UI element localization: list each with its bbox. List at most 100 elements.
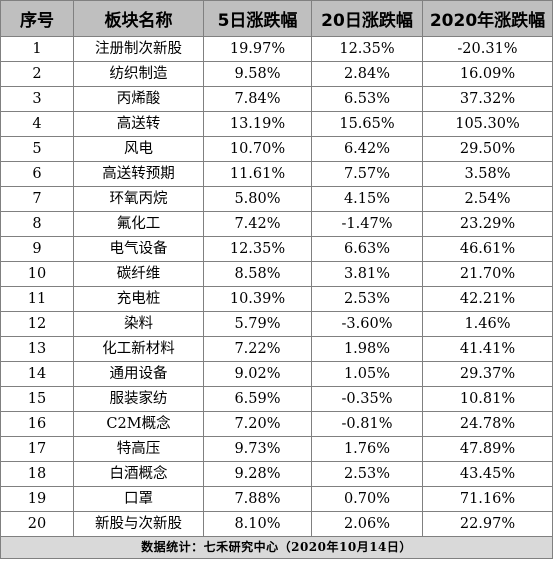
change-20day-cell: 7.57%: [311, 161, 423, 187]
change-20day-cell: 3.81%: [311, 261, 423, 287]
source-note: 数据统计：七禾研究中心（2020年10月14日）: [0, 536, 553, 559]
change-2020-cell: 10.81%: [422, 386, 553, 412]
sector-name-cell: 新股与次新股: [73, 511, 204, 537]
change-5day-cell: 12.35%: [203, 236, 312, 262]
change-5day-cell: 7.42%: [203, 211, 312, 237]
row-index-cell: 19: [0, 486, 74, 512]
change-20day-cell: 6.42%: [311, 136, 423, 162]
sector-name-cell: 氟化工: [73, 211, 204, 237]
change-20day-cell: 15.65%: [311, 111, 423, 137]
sector-name-cell: 白酒概念: [73, 461, 204, 487]
change-5day-cell: 7.22%: [203, 336, 312, 362]
table-body: 1 注册制次新股 19.97% 12.35% -20.31% 2 纺织制造 9.58% 2.84…: [0, 36, 553, 537]
row-index-cell: 16: [0, 411, 74, 437]
change-5day-cell: 5.80%: [203, 186, 312, 212]
sector-name-cell: 化工新材料: [73, 336, 204, 362]
sector-name-cell: 电气设备: [73, 236, 204, 262]
row-index-cell: 14: [0, 361, 74, 387]
table-row: 4 高送转 13.19% 15.65% 105.30%: [0, 111, 553, 137]
change-20day-cell: 2.84%: [311, 61, 423, 87]
table-row: 16 C2M概念 7.20% -0.81% 24.78%: [0, 411, 553, 437]
table-row: 14 通用设备 9.02% 1.05% 29.37%: [0, 361, 553, 387]
change-5day-cell: 8.58%: [203, 261, 312, 287]
change-5day-cell: 10.70%: [203, 136, 312, 162]
row-index-cell: 18: [0, 461, 74, 487]
change-2020-cell: 43.45%: [422, 461, 553, 487]
row-index-cell: 5: [0, 136, 74, 162]
change-2020-cell: 3.58%: [422, 161, 553, 187]
row-index-cell: 17: [0, 436, 74, 462]
table-row: 6 高送转预期 11.61% 7.57% 3.58%: [0, 161, 553, 187]
change-20day-cell: 2.53%: [311, 461, 423, 487]
sector-name-cell: 染料: [73, 311, 204, 337]
change-5day-cell: 7.88%: [203, 486, 312, 512]
change-5day-cell: 8.10%: [203, 511, 312, 537]
header-row: 序号 板块名称 5日涨跌幅 20日涨跌幅 2020年涨跌幅: [0, 0, 553, 37]
change-2020-cell: 71.16%: [422, 486, 553, 512]
sector-name-cell: 高送转: [73, 111, 204, 137]
change-20day-cell: -0.35%: [311, 386, 423, 412]
row-index-cell: 1: [0, 36, 74, 62]
table-row: 13 化工新材料 7.22% 1.98% 41.41%: [0, 336, 553, 362]
change-20day-cell: 4.15%: [311, 186, 423, 212]
sector-name-cell: 纺织制造: [73, 61, 204, 87]
change-2020-cell: 21.70%: [422, 261, 553, 287]
change-20day-cell: 6.63%: [311, 236, 423, 262]
sector-name-cell: 通用设备: [73, 361, 204, 387]
table-row: 8 氟化工 7.42% -1.47% 23.29%: [0, 211, 553, 237]
sector-name-cell: 环氧丙烷: [73, 186, 204, 212]
sector-name-cell: 碳纤维: [73, 261, 204, 287]
change-20day-cell: 1.76%: [311, 436, 423, 462]
change-5day-cell: 6.59%: [203, 386, 312, 412]
change-20day-cell: -0.81%: [311, 411, 423, 437]
table-row: 2 纺织制造 9.58% 2.84% 16.09%: [0, 61, 553, 87]
change-20day-cell: 12.35%: [311, 36, 423, 62]
table-row: 3 丙烯酸 7.84% 6.53% 37.32%: [0, 86, 553, 112]
change-20day-cell: -3.60%: [311, 311, 423, 337]
header-5day-change: 5日涨跌幅: [203, 0, 312, 37]
table-row: 18 白酒概念 9.28% 2.53% 43.45%: [0, 461, 553, 487]
sector-name-cell: 充电桩: [73, 286, 204, 312]
table-row: 7 环氧丙烷 5.80% 4.15% 2.54%: [0, 186, 553, 212]
row-index-cell: 8: [0, 211, 74, 237]
header-index: 序号: [0, 0, 74, 37]
change-20day-cell: 1.05%: [311, 361, 423, 387]
change-2020-cell: -20.31%: [422, 36, 553, 62]
row-index-cell: 2: [0, 61, 74, 87]
table-row: 15 服装家纺 6.59% -0.35% 10.81%: [0, 386, 553, 412]
change-20day-cell: 1.98%: [311, 336, 423, 362]
change-2020-cell: 46.61%: [422, 236, 553, 262]
row-index-cell: 3: [0, 86, 74, 112]
change-2020-cell: 22.97%: [422, 511, 553, 537]
row-index-cell: 4: [0, 111, 74, 137]
sector-name-cell: 风电: [73, 136, 204, 162]
sector-name-cell: C2M概念: [73, 411, 204, 437]
change-20day-cell: 2.53%: [311, 286, 423, 312]
change-2020-cell: 29.50%: [422, 136, 553, 162]
change-5day-cell: 11.61%: [203, 161, 312, 187]
table-row: 9 电气设备 12.35% 6.63% 46.61%: [0, 236, 553, 262]
change-2020-cell: 23.29%: [422, 211, 553, 237]
change-20day-cell: 6.53%: [311, 86, 423, 112]
sector-name-cell: 服装家纺: [73, 386, 204, 412]
row-index-cell: 20: [0, 511, 74, 537]
change-5day-cell: 19.97%: [203, 36, 312, 62]
change-5day-cell: 10.39%: [203, 286, 312, 312]
row-index-cell: 9: [0, 236, 74, 262]
table-row: 19 口罩 7.88% 0.70% 71.16%: [0, 486, 553, 512]
change-2020-cell: 1.46%: [422, 311, 553, 337]
change-5day-cell: 7.84%: [203, 86, 312, 112]
row-index-cell: 10: [0, 261, 74, 287]
row-index-cell: 12: [0, 311, 74, 337]
change-5day-cell: 9.28%: [203, 461, 312, 487]
table-row: 10 碳纤维 8.58% 3.81% 21.70%: [0, 261, 553, 287]
row-index-cell: 6: [0, 161, 74, 187]
change-5day-cell: 13.19%: [203, 111, 312, 137]
change-2020-cell: 37.32%: [422, 86, 553, 112]
change-2020-cell: 47.89%: [422, 436, 553, 462]
change-2020-cell: 105.30%: [422, 111, 553, 137]
table-header: 序号 板块名称 5日涨跌幅 20日涨跌幅 2020年涨跌幅: [0, 0, 553, 37]
change-2020-cell: 29.37%: [422, 361, 553, 387]
change-5day-cell: 9.58%: [203, 61, 312, 87]
header-sector-name: 板块名称: [73, 0, 204, 37]
